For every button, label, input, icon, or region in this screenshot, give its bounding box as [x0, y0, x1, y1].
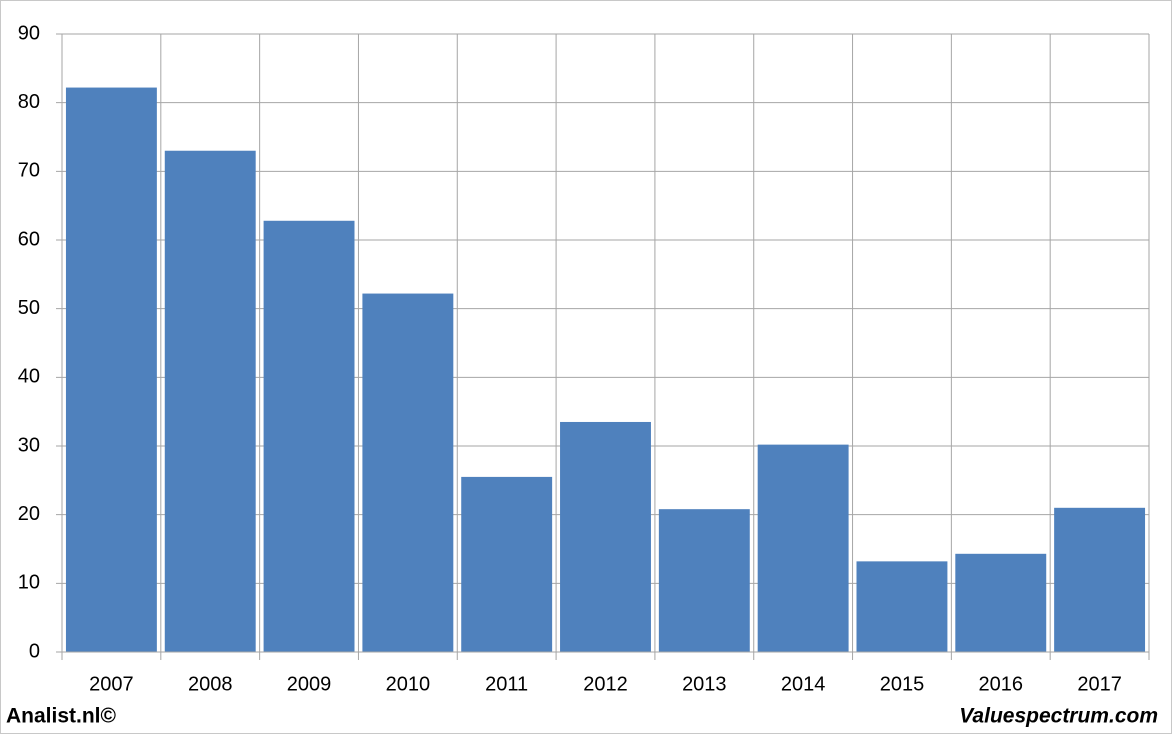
bar [164, 150, 256, 652]
y-tick-label: 0 [29, 640, 40, 662]
x-tick-label: 2009 [287, 673, 332, 695]
bar [658, 509, 750, 652]
bar [362, 293, 454, 652]
bar [560, 421, 651, 652]
footer-left: Analist.nl© [6, 705, 117, 728]
x-tick-label: 2007 [89, 673, 134, 695]
x-tick-label: 2017 [1077, 673, 1122, 695]
x-tick-label: 2016 [979, 673, 1024, 695]
y-tick-label: 60 [18, 228, 40, 250]
bar [757, 444, 849, 652]
y-tick-label: 50 [18, 297, 40, 319]
x-tick-label: 2014 [781, 673, 826, 695]
footer-right: Valuespectrum.com [959, 705, 1158, 728]
y-tick-label: 80 [18, 91, 40, 113]
y-tick-label: 40 [18, 366, 40, 388]
x-tick-label: 2010 [386, 673, 431, 695]
y-tick-label: 30 [18, 434, 40, 456]
bar [461, 476, 553, 652]
bar [955, 553, 1047, 652]
y-tick-label: 20 [18, 503, 40, 525]
x-tick-label: 2008 [188, 673, 233, 695]
bar [856, 561, 948, 652]
x-tick-label: 2015 [880, 673, 925, 695]
x-tick-label: 2013 [682, 673, 727, 695]
bar [1054, 507, 1146, 652]
bar [65, 87, 157, 652]
y-tick-label: 10 [18, 572, 40, 594]
bar [263, 220, 355, 653]
x-tick-label: 2011 [485, 673, 528, 695]
x-tick-label: 2012 [583, 673, 628, 695]
y-tick-label: 90 [18, 22, 40, 44]
y-tick-label: 70 [18, 160, 40, 182]
